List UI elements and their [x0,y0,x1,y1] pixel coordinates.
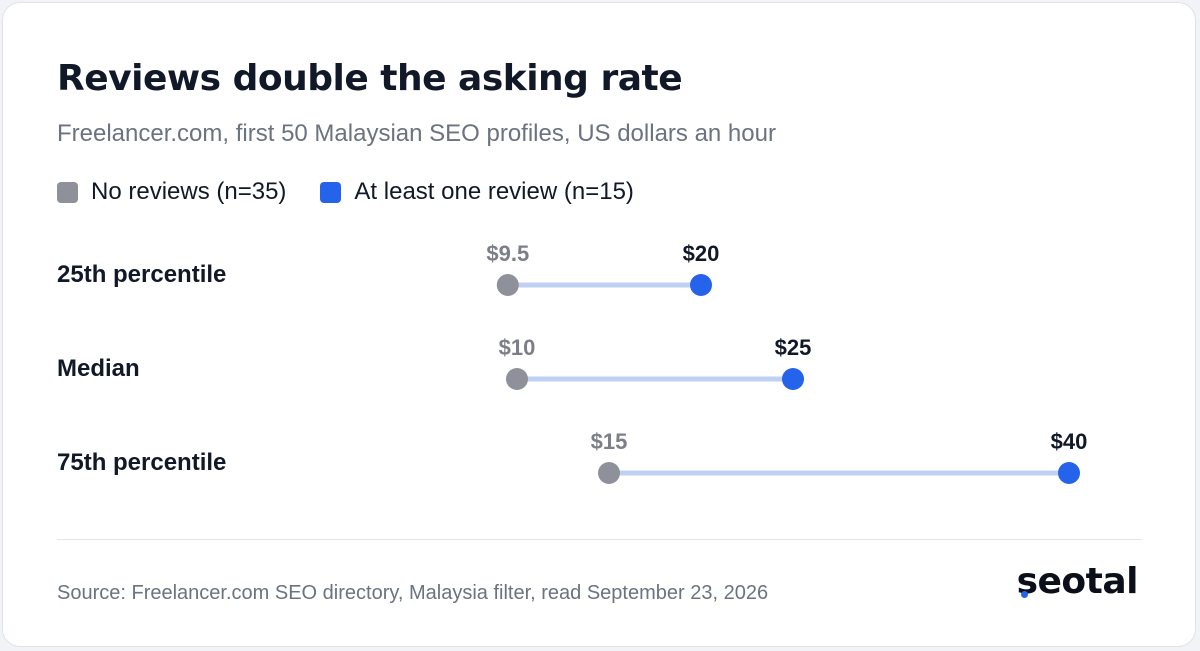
value-label-no-reviews-25th-percentile: $9.5 [486,241,529,266]
point-with-review-25th-percentile [690,274,712,296]
point-with-review-75th-percentile [1058,462,1080,484]
row-label-75th-percentile: 75th percentile [57,449,227,476]
chart-subtitle: Freelancer.com, first 50 Malaysian SEO p… [57,120,776,147]
legend-item-no-reviews: No reviews (n=35) [57,178,286,206]
footer-divider [57,539,1142,540]
logo-text: seotal [1016,561,1139,602]
legend-label-with-review: At least one review (n=15) [354,178,634,205]
point-no-reviews-75th-percentile [598,462,620,484]
legend-swatch-no-reviews [57,181,78,203]
chart-title: Reviews double the asking rate [57,58,683,99]
logo-dot-icon [1020,591,1028,598]
value-label-with-review-median: $25 [775,335,812,360]
point-no-reviews-25th-percentile [496,274,519,296]
point-no-reviews-median [506,368,528,390]
source-note: Source: Freelancer.com SEO directory, Ma… [57,582,769,604]
value-label-no-reviews-75th-percentile: $15 [591,429,628,454]
point-with-review-median [782,368,804,390]
legend-item-with-review: At least one review (n=15) [320,178,634,206]
legend: No reviews (n=35) At least one review (n… [57,178,668,206]
row-label-median: Median [57,355,140,382]
legend-swatch-with-review [320,181,342,203]
legend-label-no-reviews: No reviews (n=35) [91,178,287,205]
brand-logo: seotal [1016,561,1139,602]
value-label-no-reviews-median: $10 [499,335,536,360]
row-label-25th-percentile: 25th percentile [57,261,227,288]
value-label-with-review-75th-percentile: $40 [1051,429,1088,454]
value-label-with-review-25th-percentile: $20 [683,241,720,266]
